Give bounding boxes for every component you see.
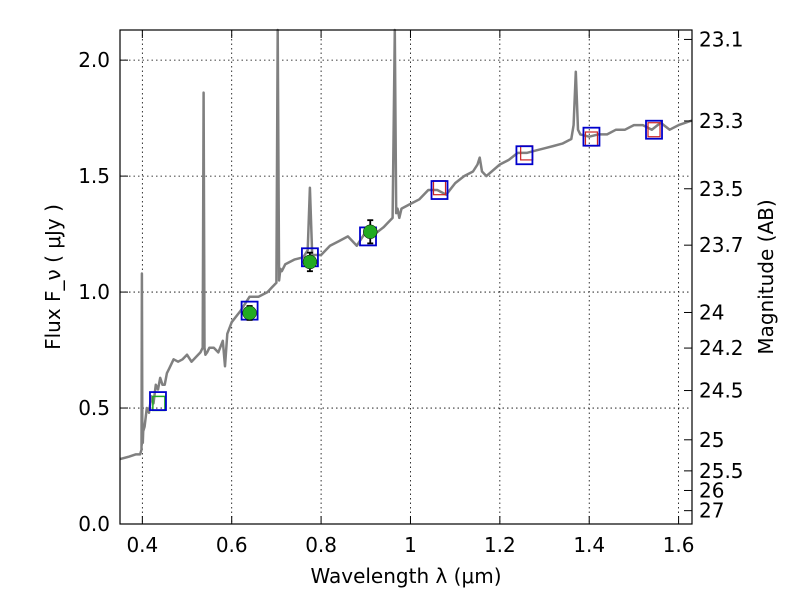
- model-flux-marker: [430, 180, 449, 200]
- x-tick-label: 1: [404, 533, 417, 557]
- marker-layer: [149, 119, 663, 412]
- magnitude-tick-label: 23.7: [699, 233, 744, 257]
- y-tick-label: 0.0: [78, 512, 110, 536]
- x-tick-label: 0.8: [305, 533, 337, 557]
- observed-flux-point: [363, 224, 378, 240]
- model-flux-marker: [149, 391, 167, 411]
- magnitude-tick-label: 24.2: [699, 336, 744, 360]
- x-axis-ticks: 0.4 0.6 0.8 1 1.2 1.4 1.6: [126, 30, 695, 557]
- observed-flux-point: [242, 305, 257, 321]
- observed-flux-point: [302, 254, 318, 270]
- magnitude-tick-label: 23.1: [699, 27, 744, 51]
- upper-limit-marker: [647, 122, 661, 138]
- x-axis-label: Wavelength λ (μm): [310, 564, 501, 588]
- magnitude-axis-label: Magnitude (AB): [754, 199, 778, 354]
- y-axis-ticks: 0.0 0.5 1.0 1.5 2.0: [78, 48, 128, 536]
- x-tick-label: 1.4: [573, 533, 605, 557]
- magnitude-tick-label: 24.5: [699, 379, 744, 403]
- magnitude-tick-label: 25.5: [699, 459, 744, 483]
- x-tick-label: 0.4: [126, 533, 158, 557]
- y-tick-label: 1.0: [78, 280, 110, 304]
- x-tick-label: 1.6: [663, 533, 695, 557]
- magnitude-tick-label: 27: [699, 499, 724, 523]
- y-tick-label: 2.0: [78, 48, 110, 72]
- x-tick-label: 1.2: [484, 533, 516, 557]
- magnitude-tick-label: 24: [699, 300, 724, 324]
- y-axis-label: Flux F_ν ( μJy ): [41, 204, 65, 350]
- model-flux-marker: [515, 145, 534, 166]
- model-flux-marker: [645, 119, 663, 140]
- y-tick-label: 1.5: [78, 164, 110, 188]
- plot-frame: [119, 29, 693, 525]
- spectrum-layer: [119, 28, 693, 461]
- spectrum-line: [119, 28, 693, 461]
- magnitude-tick-label: 26: [699, 478, 724, 502]
- magnitude-tick-label: 25: [699, 428, 724, 452]
- magnitude-tick-label: 23.5: [699, 177, 744, 201]
- grid-layer: [120, 30, 692, 525]
- magnitude-tick-label: 23.3: [699, 109, 744, 133]
- model-flux-marker: [582, 126, 601, 147]
- y-tick-label: 0.5: [78, 396, 110, 420]
- x-tick-label: 0.6: [216, 533, 248, 557]
